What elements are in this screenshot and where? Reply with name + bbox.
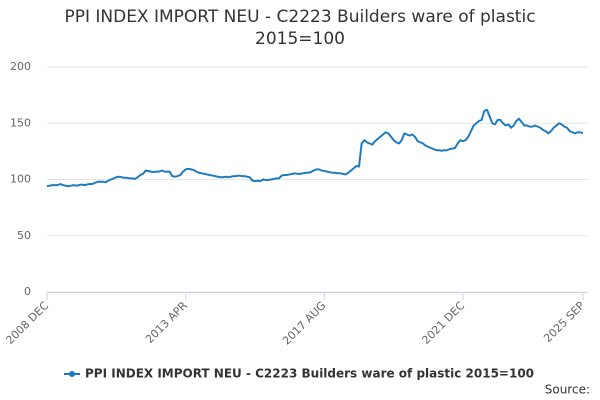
- y-tick-label: 200: [10, 60, 31, 73]
- x-tick-label: 2021 DEC: [419, 299, 467, 347]
- chart-title: PPI INDEX IMPORT NEU - C2223 Builders wa…: [64, 7, 536, 49]
- y-tick-label: 0: [24, 285, 31, 298]
- y-tick-label: 100: [10, 173, 31, 186]
- x-tick-label: 2008 DEC: [3, 299, 51, 347]
- series-line: [46, 108, 584, 188]
- source: Source:: [545, 383, 590, 397]
- x-tick-label: 2013 APR: [143, 299, 190, 346]
- y-tick-label: 50: [17, 229, 31, 242]
- legend-marker: [69, 371, 75, 377]
- x-tick-label: 2017 AUG: [280, 299, 329, 348]
- legend-label: PPI INDEX IMPORT NEU - C2223 Builders wa…: [85, 367, 534, 381]
- x-tick-label: 2025 SEP: [541, 299, 587, 345]
- y-tick-label: 150: [10, 116, 31, 129]
